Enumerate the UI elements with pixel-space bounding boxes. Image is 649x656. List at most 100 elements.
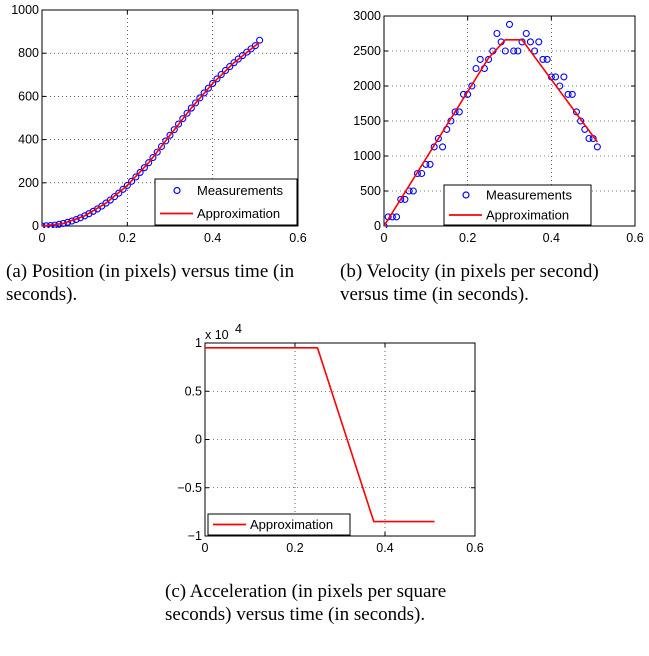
caption-c: (c) Acceleration (in pixels per square s… (165, 581, 447, 625)
legend-box (207, 513, 351, 536)
measurement-point (256, 36, 264, 44)
measurement-point (434, 134, 442, 143)
measurement-point (162, 137, 170, 145)
measurement-point (106, 196, 114, 204)
x-tick-label: 0.4 (376, 541, 393, 555)
measurement-point (505, 20, 514, 28)
measurement-point (426, 160, 434, 168)
x-tick-label: 0.4 (543, 231, 560, 245)
measurement-point (238, 52, 247, 60)
measurement-point (551, 73, 560, 81)
y-tick-label: 3000 (353, 9, 381, 23)
measurement-point (522, 29, 530, 38)
legend-box (154, 178, 298, 226)
x-tick-label: 0.2 (119, 231, 136, 245)
measurement-point (526, 38, 534, 46)
data-area (42, 36, 264, 228)
legend: Measurements Approximation (154, 178, 298, 226)
data-area (384, 20, 601, 228)
y-tick-label: 800 (18, 46, 39, 60)
legend-entry: Approximation (197, 206, 280, 221)
measurement-point (192, 99, 200, 107)
x-tick-label: 0 (202, 541, 209, 555)
measurement-point (514, 47, 522, 55)
measurement-point (439, 143, 447, 151)
measurement-point (409, 187, 417, 195)
measurement-point (119, 185, 127, 193)
x-tick-label: 0.4 (204, 231, 221, 245)
legend-entry: Approximation (486, 208, 569, 223)
y-tick-label: 500 (360, 184, 381, 198)
measurement-point (136, 168, 144, 176)
y-tick-label: 1 (195, 336, 202, 350)
y-exponent-power: 4 (235, 322, 242, 336)
measurement-point (221, 66, 230, 75)
measurement-point (132, 173, 140, 181)
measurement-point (397, 195, 405, 203)
measurement-point (157, 142, 166, 151)
y-tick-label: 0.5 (185, 384, 202, 398)
measurement-point (213, 75, 221, 83)
measurement-point (204, 84, 212, 92)
y-exponent-label: x 10 (205, 328, 229, 342)
legend-marker-circle (462, 191, 470, 199)
x-tick-label: 0.6 (466, 541, 483, 555)
y-tick-label: 2500 (353, 44, 381, 58)
legend: Approximation (207, 513, 351, 536)
measurement-point (568, 90, 576, 98)
chart-c: 0 0.2 0.4 0.6 −1 −0.5 0 0.5 1x 10 4 Approximation (177, 322, 483, 555)
x-tick-label: 0.6 (289, 231, 306, 245)
measurement-point (140, 164, 148, 172)
measurement-point (183, 109, 191, 117)
measurement-point (230, 59, 238, 67)
y-tick-label: 1000 (353, 149, 381, 163)
axes-frame (41, 9, 299, 227)
x-tick-label: 0.2 (459, 231, 476, 245)
x-tick-label: 0 (39, 231, 46, 245)
measurement-point (384, 222, 388, 228)
measurement-point (413, 169, 422, 178)
y-tick-label: 1500 (353, 114, 381, 128)
y-tick-label: 1000 (11, 3, 39, 17)
measurement-point (476, 55, 484, 63)
chart-b: 0 0.2 0.4 0.6 0 500 1000 1500 2000 2500 3000 Measur… (353, 9, 644, 245)
measurement-point (81, 212, 89, 220)
measurement-point (585, 134, 593, 143)
measurement-point (564, 90, 572, 98)
measurement-point (455, 108, 463, 116)
approximation-line (205, 347, 435, 523)
measurement-point (153, 148, 161, 156)
y-tick-label: 600 (18, 89, 39, 103)
y-tick-label: 0 (32, 219, 39, 233)
measurement-point (110, 193, 119, 201)
y-tick-label: 0 (195, 433, 202, 447)
measurement-point (149, 153, 157, 162)
measurement-point (485, 55, 493, 63)
measurement-point (234, 55, 242, 63)
measurement-point (401, 195, 409, 203)
measurement-point (518, 38, 526, 46)
measurement-point (472, 64, 480, 73)
measurement-point (123, 181, 131, 189)
measurement-point (593, 143, 601, 151)
approximation-line (384, 38, 598, 227)
measurement-point (179, 115, 187, 123)
legend: Measurements Approximation (443, 184, 592, 226)
measurement-point (531, 47, 539, 55)
measurement-point (560, 73, 568, 81)
x-tick-label: 0.2 (286, 541, 303, 555)
legend-entry: Measurements (486, 188, 572, 203)
chart-a: 0 0.2 0.4 0.6 0 200 400 600 800 1000 Measurements A… (11, 3, 307, 245)
measurement-point (200, 89, 208, 97)
measurement-point (196, 94, 204, 102)
measurement-point (115, 189, 123, 197)
data-area (205, 347, 435, 523)
measurement-point (392, 213, 401, 221)
measurement-point (501, 47, 509, 55)
measurement-point (418, 169, 426, 178)
y-tick-label: −0.5 (177, 481, 202, 495)
measurement-point (170, 126, 178, 134)
y-tick-label: 200 (18, 176, 39, 190)
caption-b: (b) Velocity (in pixels per second) vers… (340, 261, 599, 305)
x-tick-label: 0.6 (626, 231, 643, 245)
